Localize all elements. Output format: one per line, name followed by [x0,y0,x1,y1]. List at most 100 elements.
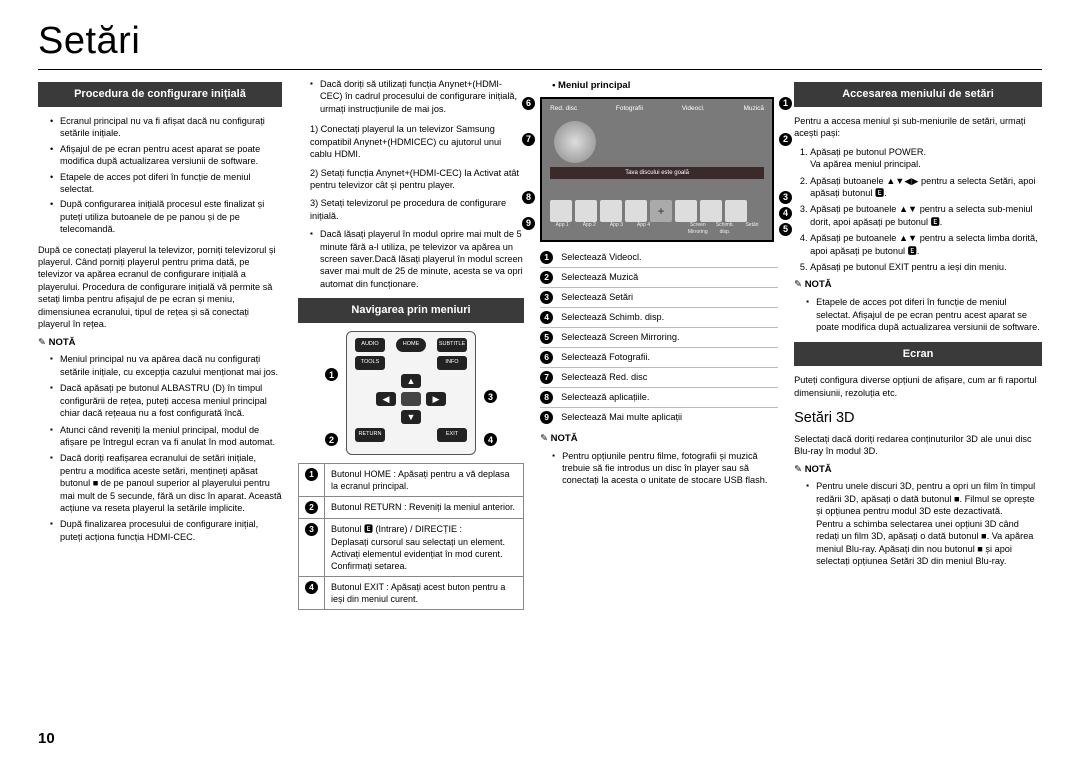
cell: Butonul 🅴 (Intrare) / DIRECȚIE : Deplasa… [324,519,523,577]
callout-1: 1 [325,368,338,381]
screen-figure: 6 7 8 9 1 2 3 4 5 Red. disc Fotografii V… [540,97,774,242]
page-number: 10 [38,730,55,747]
menu-item: Fotografii [616,105,643,114]
app-tile [700,200,722,222]
label: App 4 [631,222,655,236]
label: App 3 [604,222,628,236]
exit-btn: EXIT [437,428,467,442]
line: 2) Setați funcția Anynet+(HDMI-CEC) la A… [310,167,524,192]
info-btn: INFO [437,356,467,370]
step: Apăsați pe butoanele ▲▼ pentru a selecta… [810,203,1042,228]
anynet-list: Dacă doriți să utilizați funcția Anynet+… [298,78,524,115]
menu-item: Red. disc [550,105,577,114]
callout-7: 7 [522,133,535,146]
page-title: Setări [38,20,1042,63]
list-item: Ecranul principal nu va fi afișat dacă n… [50,115,282,140]
list-item: Atunci când reveniți la meniul principal… [50,424,282,449]
nota-list-1: Meniul principal nu va apărea dacă nu co… [38,353,282,543]
list-item: Etapele de acces pot diferi în funcție d… [50,171,282,196]
para: Selectați dacă doriți redarea conținutur… [794,433,1042,458]
callout-4b: 4 [779,207,792,220]
return-btn: RETURN [355,428,385,442]
label: Setări [740,222,764,236]
cell: Butonul EXIT : Apăsați acest buton pentr… [324,577,523,610]
home-btn: HOME [396,338,426,352]
label: Screen Mirroring [686,222,710,236]
col-3: • Meniul principal 6 7 8 9 1 2 3 4 5 Red… [540,78,778,610]
label: App 1 [550,222,574,236]
label: Schimb. disp. [713,222,737,236]
row-text: Selectează aplicațiile. [561,391,649,403]
list-item: Pentru unele discuri 3D, pentru a opri u… [806,480,1042,567]
main-menu-heading: • Meniul principal [552,80,778,93]
numbered-lines: 1) Conectați playerul la un televizor Sa… [298,123,524,222]
circ-4: 4 [305,581,318,594]
button-table: 1 Butonul HOME : Apăsați pentru a vă dep… [298,463,524,610]
step: Apăsați pe butonul EXIT pentru a ieși di… [810,261,1042,273]
row-text: Selectează Muzică [561,271,638,283]
menu-item: Muzică [743,105,764,114]
select-list: 1Selectează Videocl. 2Selectează Muzică … [540,248,778,427]
line: 1) Conectați playerul la un televizor Sa… [310,123,524,160]
list-item: Afișajul de pe ecran pentru acest aparat… [50,143,282,168]
circ-2: 2 [305,501,318,514]
row-text: Selectează Screen Mirroring. [561,331,679,343]
line: 3) Setați televizorul pe procedura de co… [310,197,524,222]
circ-3: 3 [305,523,318,536]
bar-ecran: Ecran [794,342,1042,367]
apps-row: + [550,200,764,222]
row-text: Selectează Fotografii. [561,351,650,363]
tray-label: Tava discului este goală [550,167,764,179]
row-text: Selectează Setări [561,291,633,303]
circ-1: 1 [305,468,318,481]
list-item: Dacă lăsați playerul în modul oprire mai… [310,228,524,290]
row-text: Selectează Schimb. disp. [561,311,664,323]
label: App 2 [577,222,601,236]
menu-item: Videocl. [682,105,705,114]
screen-menu-bar: Red. disc Fotografii Videocl. Muzică [550,105,764,114]
col-4: Accesarea meniului de setări Pentru a ac… [794,78,1042,610]
para: Puteți configura diverse opțiuni de afiș… [794,374,1042,399]
cell: Butonul HOME : Apăsați pentru a vă depla… [324,464,523,497]
list-item: Etapele de acces pot diferi în funcție d… [806,296,1042,333]
callout-3: 3 [484,390,497,403]
label [659,222,683,236]
callout-9: 9 [522,217,535,230]
nota-list-4b: Pentru unele discuri 3D, pentru a opri u… [794,480,1042,567]
steps-list: Apăsați pe butonul POWER. Va apărea meni… [794,146,1042,274]
nota-heading: NOTĂ [794,279,1042,292]
arrow-up-icon: ▲ [401,374,421,388]
app-tile [550,200,572,222]
callout-3b: 3 [779,191,792,204]
app-tile [600,200,622,222]
cell: Butonul RETURN : Reveniți la meniul ante… [324,497,523,519]
app-tile [675,200,697,222]
arrow-right-icon: ▶ [426,392,446,406]
manual-page: Setări Procedura de configurare inițială… [0,0,1080,761]
step: Apăsați pe butoanele ▲▼ pentru a selecta… [810,232,1042,257]
row-text: Selectează Red. disc [561,371,647,383]
app-tile [625,200,647,222]
app-tile [575,200,597,222]
callout-6: 6 [522,97,535,110]
nota-heading: NOTĂ [540,433,778,446]
nota-heading: NOTĂ [38,337,282,350]
columns: Procedura de configurare inițială Ecranu… [38,78,1042,610]
callout-5b: 5 [779,223,792,236]
dpad: ▲ ▼ ◀ ▶ [376,374,446,424]
step: Apăsați pe butonul POWER. Va apărea meni… [810,146,1042,171]
bar-config-init: Procedura de configurare inițială [38,82,282,107]
col-2: Dacă doriți să utilizați funcția Anynet+… [298,78,524,610]
disc-icon [554,121,596,163]
nota-heading: NOTĂ [794,464,1042,477]
remote-figure: 1 2 3 4 AUDIO HOME SUBTITLE TOOLS INFO ▲… [346,331,476,455]
list-item: Meniul principal nu va apărea dacă nu co… [50,353,282,378]
app-tile [725,200,747,222]
arrow-left-icon: ◀ [376,392,396,406]
audio-btn: AUDIO [355,338,385,352]
col-1: Procedura de configurare inițială Ecranu… [38,78,282,610]
screensaver-list: Dacă lăsați playerul în modul oprire mai… [298,228,524,290]
title-rule [38,69,1042,70]
step: Apăsați butoanele ▲▼◀▶ pentru a selecta … [810,175,1042,200]
row-text: Selectează Mai multe aplicații [561,411,682,423]
